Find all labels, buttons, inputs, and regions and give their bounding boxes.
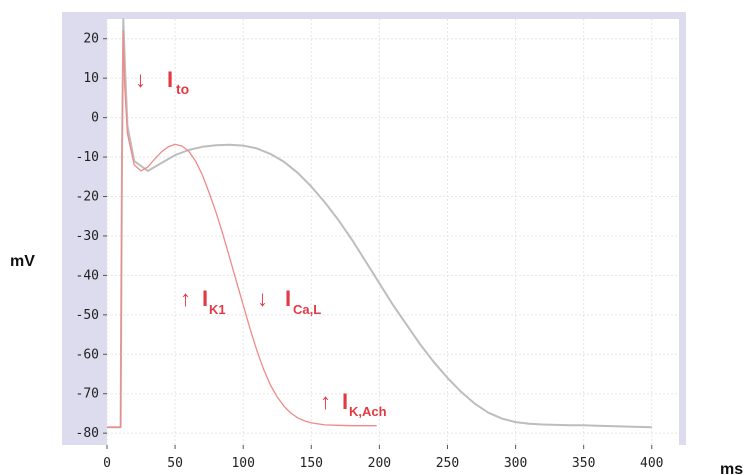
x-axis-unit: ms <box>720 461 743 475</box>
x-tick-label: 200 <box>368 456 391 471</box>
y-tick-label: -50 <box>76 308 99 323</box>
y-tick-labels: 20 10 0 -10 -20 -30 -40 -50 -60 -70 -80 <box>76 32 107 441</box>
x-tick-label: 300 <box>504 456 527 471</box>
annotation-subscript: to <box>176 81 189 97</box>
plot-area <box>107 19 679 445</box>
x-tick-label: 150 <box>300 456 323 471</box>
x-tick-labels: 0 50 100 150 200 250 300 350 400 <box>103 445 664 471</box>
annotation-subscript: K,Ach <box>349 404 387 419</box>
annotation-subscript: Ca,L <box>293 302 321 317</box>
annotation-main: I <box>285 286 291 311</box>
y-tick-label: -60 <box>76 347 99 362</box>
x-tick-label: 350 <box>572 456 595 471</box>
annotation-i-to: ↓ I to <box>135 67 189 97</box>
annotation-i-k1: ↑ I K1 <box>180 286 226 317</box>
y-tick-label: 0 <box>91 111 99 126</box>
y-tick-label: -80 <box>76 426 99 441</box>
y-tick-label: -40 <box>76 268 99 283</box>
grid-lines <box>106 19 679 445</box>
y-axis-unit: mV <box>10 253 35 270</box>
annotation-main: I <box>167 67 173 92</box>
x-tick-label: 400 <box>640 456 663 471</box>
x-tick-label: 0 <box>103 456 111 471</box>
series-line-2 <box>107 30 377 428</box>
series-lines <box>107 18 652 429</box>
annotation-main: I <box>202 286 208 311</box>
annotation-arrow: ↑ <box>320 389 331 414</box>
y-tick-label: -70 <box>76 387 99 402</box>
x-tick-label: 50 <box>167 456 183 471</box>
x-tick-label: 100 <box>231 456 254 471</box>
y-tick-label: -20 <box>76 190 99 205</box>
annotation-subscript: K1 <box>209 302 226 317</box>
annotation-i-ca-l: ↓ I Ca,L <box>257 286 321 317</box>
annotation-arrow: ↓ <box>135 67 146 92</box>
x-tick-label: 250 <box>436 456 459 471</box>
y-tick-label: 10 <box>83 71 99 86</box>
annotation-main: I <box>342 389 348 414</box>
y-tick-label: 20 <box>83 32 99 47</box>
y-tick-label: -30 <box>76 229 99 244</box>
annotation-arrow: ↑ <box>180 286 191 311</box>
series-line-1 <box>107 18 652 429</box>
annotation-arrow: ↓ <box>257 286 268 311</box>
y-tick-label: -10 <box>76 150 99 165</box>
annotation-i-k-ach: ↑ I K,Ach <box>320 389 387 419</box>
